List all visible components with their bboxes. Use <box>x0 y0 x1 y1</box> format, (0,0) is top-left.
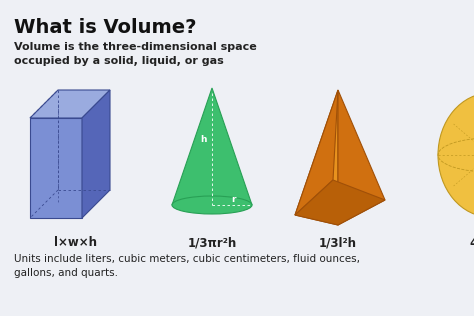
Polygon shape <box>82 90 110 218</box>
Polygon shape <box>295 90 338 215</box>
Text: 4/3πr³: 4/3πr³ <box>470 236 474 249</box>
Polygon shape <box>295 180 385 225</box>
Polygon shape <box>338 90 385 225</box>
Ellipse shape <box>172 196 252 214</box>
Text: 1/3l²h: 1/3l²h <box>319 236 357 249</box>
Polygon shape <box>172 88 252 205</box>
Ellipse shape <box>438 93 474 217</box>
Polygon shape <box>30 90 110 118</box>
Text: Units include liters, cubic meters, cubic centimeters, fluid ounces,
gallons, an: Units include liters, cubic meters, cubi… <box>14 254 360 278</box>
Text: What is Volume?: What is Volume? <box>14 18 197 37</box>
Text: 1/3πr²h: 1/3πr²h <box>187 236 237 249</box>
Text: l×w×h: l×w×h <box>55 236 98 249</box>
Text: r: r <box>232 196 236 204</box>
Text: Volume is the three-dimensional space
occupied by a solid, liquid, or gas: Volume is the three-dimensional space oc… <box>14 42 257 66</box>
Polygon shape <box>30 118 82 218</box>
Polygon shape <box>295 90 338 225</box>
Text: h: h <box>201 136 207 144</box>
